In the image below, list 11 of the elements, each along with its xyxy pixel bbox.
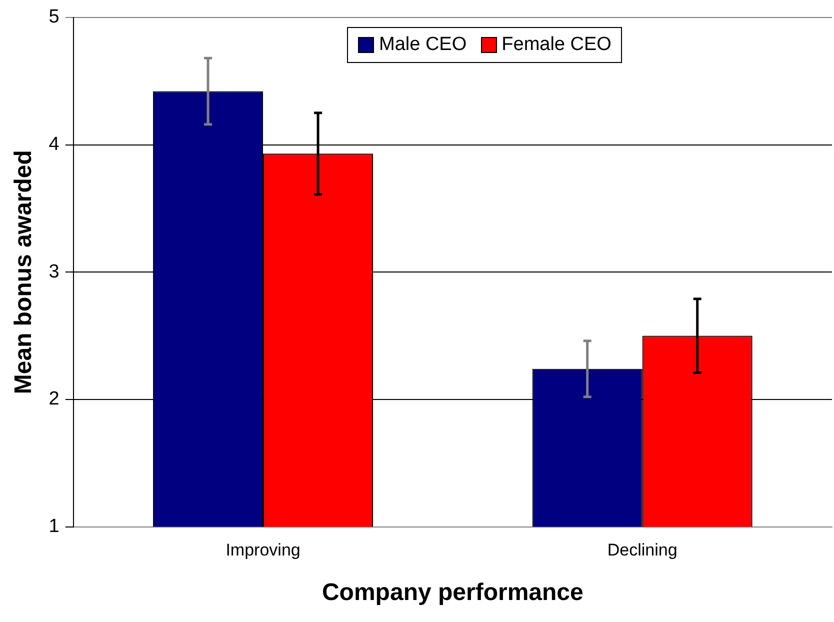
- y-tick-label: 3: [48, 261, 60, 282]
- x-axis-title: Company performance: [322, 579, 584, 606]
- legend-label: Male CEO: [379, 34, 467, 56]
- x-tick-label: Declining: [607, 540, 678, 560]
- y-axis-title: Mean bonus awarded: [10, 150, 38, 394]
- y-tick-label: 1: [48, 516, 60, 538]
- x-tick-label: Improving: [226, 540, 300, 560]
- y-tick-label: 4: [48, 134, 60, 155]
- y-tick-label: 5: [48, 6, 60, 28]
- y-tick-label: 2: [48, 388, 60, 410]
- legend-label: Female CEO: [502, 34, 612, 56]
